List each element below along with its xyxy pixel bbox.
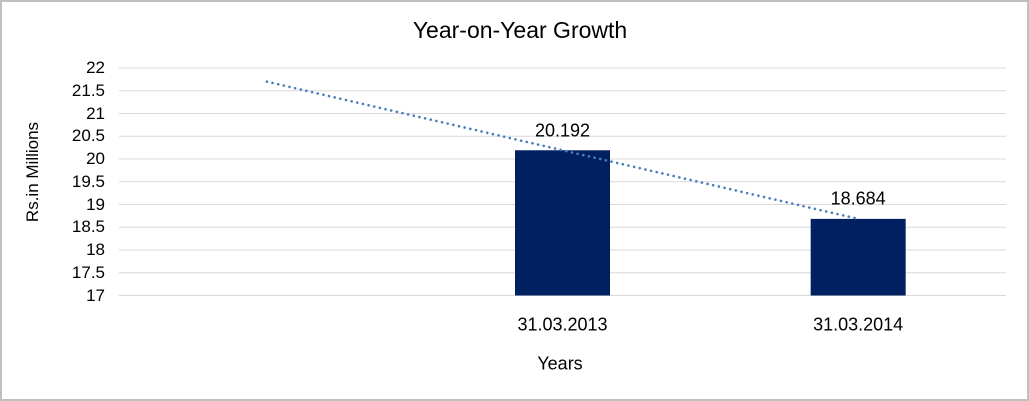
data-label: 20.192 — [534, 120, 591, 141]
bar-31.03.2014 — [810, 218, 906, 296]
y-tick-label: 20.5 — [71, 126, 105, 146]
bar-31.03.2013 — [515, 150, 610, 296]
y-tick-label: 20 — [86, 149, 105, 168]
y-tick-label: 17 — [86, 285, 105, 305]
x-category-label: 31.03.2013 — [517, 314, 608, 335]
y-tick-label: 22 — [86, 58, 105, 77]
y-tick-label: 18 — [86, 240, 105, 259]
y-tick-label: 21 — [86, 103, 105, 123]
y-tick-label: 19 — [86, 194, 105, 214]
y-tick-label: 21.5 — [71, 80, 105, 100]
data-label: 18.684 — [830, 188, 886, 209]
y-tick-label: 18.5 — [71, 217, 105, 237]
x-axis-title: Years — [537, 353, 583, 374]
x-category-label: 31.03.2014 — [813, 314, 904, 335]
y-tick-label: 19.5 — [71, 171, 105, 191]
y-tick-label: 17.5 — [71, 262, 105, 282]
trendline — [265, 80, 860, 221]
chart-title: Year-on-Year Growth — [412, 17, 628, 43]
